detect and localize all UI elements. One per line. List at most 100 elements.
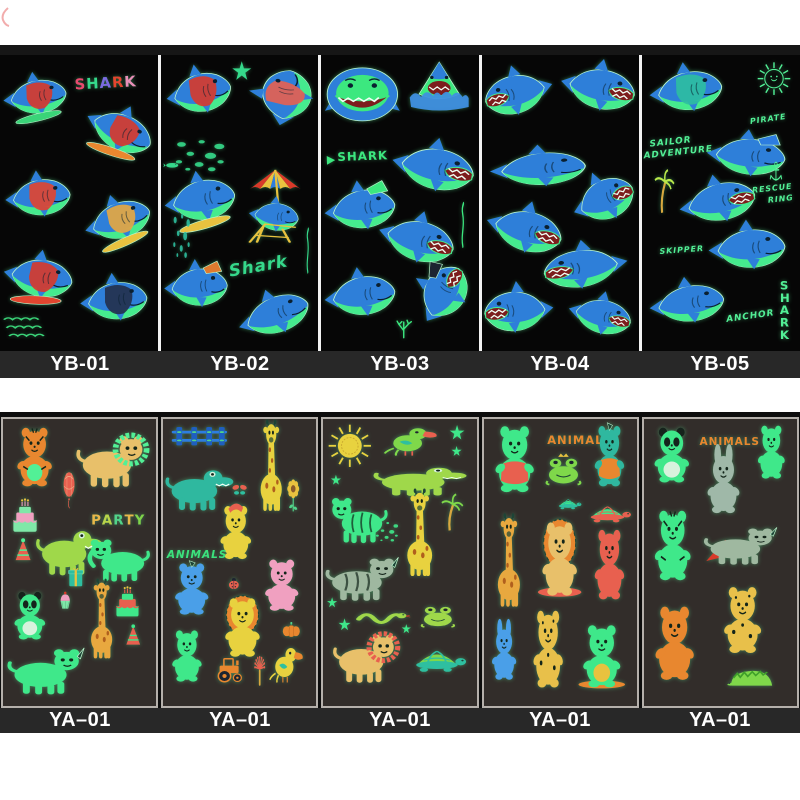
rhino — [7, 647, 85, 694]
rhino — [175, 559, 209, 615]
balloon — [63, 471, 75, 509]
sheet-art: PARTY — [7, 427, 150, 694]
lion-cub — [225, 594, 260, 657]
svg-text:SKIPPER: SKIPPER — [660, 244, 705, 256]
sheet-panel-ya-01-4: ANIMALS — [481, 416, 639, 708]
labels-row: YB-01 YB-02 YB-03 YB-04 YB-05 — [0, 350, 800, 378]
star — [402, 623, 412, 633]
svg-text:RING: RING — [768, 194, 795, 206]
star — [338, 617, 351, 630]
svg-text:SHARK: SHARK — [74, 74, 137, 94]
star — [327, 596, 338, 607]
beetle — [421, 606, 456, 628]
svg-text:PIRATE: PIRATE — [750, 112, 788, 126]
crocodile — [165, 469, 234, 511]
shark-red-scarf — [166, 64, 231, 114]
fierce-shark — [560, 59, 635, 112]
fierce-shark — [573, 173, 634, 220]
crocodile-in-vest — [495, 425, 534, 492]
svg-text:RESCUE: RESCUE — [752, 182, 793, 195]
label-ring: RING — [768, 194, 795, 206]
sheet-art — [325, 424, 467, 683]
sheet-panel-ya-01-1: PARTY — [1, 416, 159, 708]
sheet-label: YA–01 — [689, 708, 751, 731]
captain-shark — [324, 180, 396, 230]
panda — [14, 591, 46, 640]
shark-hawaiian-shirt — [248, 70, 313, 126]
sheet-art: ANIMALS — [654, 425, 785, 686]
sheet-panel-yb-02-2: Shark — [160, 55, 319, 351]
sheet-label: YA–01 — [369, 708, 431, 731]
bubbles — [172, 214, 190, 259]
cupcake — [60, 591, 70, 609]
grinning-shark-face — [325, 68, 400, 122]
sailor-shark — [649, 62, 723, 112]
seaweed-squiggle — [306, 227, 309, 275]
elephant — [87, 539, 150, 582]
splashing-shark — [409, 61, 469, 112]
snail — [558, 498, 582, 509]
sticker-text-party: PARTY — [91, 513, 144, 528]
happy-shark — [324, 267, 396, 317]
palm-tree — [441, 493, 464, 531]
ladybug — [229, 577, 239, 589]
sheet-label: YB-01 — [50, 352, 110, 375]
block-top-strip — [0, 45, 800, 56]
turtle — [590, 505, 631, 522]
sticker-text-animals: ANIMALS — [547, 432, 612, 446]
waves-doodle — [3, 317, 45, 338]
pumpkin — [283, 621, 301, 637]
corner-watermark-mark — [1, 7, 10, 27]
frog-prince — [545, 453, 582, 485]
pirate-shark — [163, 259, 228, 308]
coral-doodle — [396, 319, 413, 339]
sheet-art — [484, 59, 635, 336]
butterfly — [232, 482, 247, 495]
sheet-art: ANIMALS — [491, 421, 631, 688]
sticker-text-shark: SHARK — [74, 74, 137, 94]
star — [450, 424, 465, 440]
lamb — [757, 425, 785, 479]
party-cake — [116, 585, 139, 617]
sheet-label: YB-05 — [690, 352, 750, 375]
pirate-captain-shark — [707, 129, 786, 177]
giraffe — [407, 488, 433, 576]
swimming-shark — [489, 145, 586, 187]
fierce-shark — [543, 240, 628, 290]
sticker-text-animals: ANIMALS — [699, 435, 759, 447]
surfboard-shark — [164, 171, 235, 234]
panda — [654, 427, 689, 483]
sheet-label: YA–01 — [209, 708, 271, 731]
svg-text:ANCHOR: ANCHOR — [725, 309, 775, 326]
fence — [172, 426, 228, 446]
shark-with-guitar — [80, 273, 148, 322]
sheet-panel-yb-05-5: PIRATE SAILOR ADVENTURE RESCUE RING SKIPPER AN… — [642, 55, 800, 351]
sticker-text-shark-script: Shark — [227, 251, 289, 281]
svg-text:ANIMALS: ANIMALS — [547, 432, 612, 446]
puppy-with-hat — [220, 503, 252, 559]
sticker-text-shark: SHARK — [326, 149, 388, 166]
flying-super-cow — [703, 526, 778, 565]
sheet-label: YA–01 — [49, 708, 111, 731]
shark-sheets-block: SHARK Shark SHARK PIRATE SAILOR ADVENTURE RESC… — [0, 45, 800, 378]
sheet-label: YB-03 — [370, 352, 430, 375]
tractor — [217, 657, 243, 683]
star — [331, 474, 342, 485]
svg-text:ANIMALS: ANIMALS — [699, 435, 759, 447]
party-hat — [126, 623, 141, 645]
tiger-cub — [654, 510, 691, 580]
sheet-panel-ya-01-2: ANIMALS — [161, 416, 319, 708]
shark-swim-trunks — [5, 170, 71, 218]
sheet-panel-yb-04-4 — [481, 55, 640, 351]
svg-text:SAILOR: SAILOR — [650, 136, 693, 150]
svg-text:SHARK: SHARK — [337, 149, 388, 165]
turtle — [416, 650, 467, 672]
starfish — [231, 61, 251, 81]
small-fish — [162, 163, 178, 169]
label-rescue: RESCUE — [752, 182, 793, 195]
gift-box — [68, 567, 84, 586]
party-hat — [15, 537, 31, 560]
anchor-shark — [650, 277, 725, 324]
sheet-art: Shark — [162, 61, 313, 334]
